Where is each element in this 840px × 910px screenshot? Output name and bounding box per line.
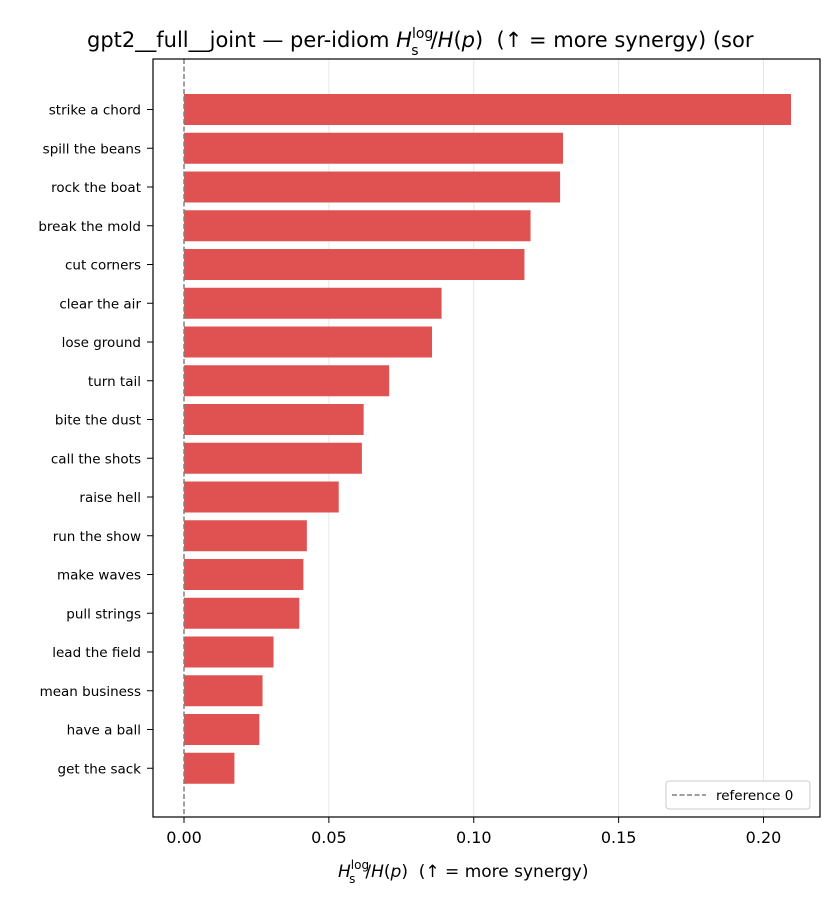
bar-series [184, 94, 792, 784]
category-label: strike a chord [49, 103, 141, 119]
title-math-H: H [396, 28, 412, 52]
xlabel-math-p-open: ( [384, 862, 391, 882]
legend: reference 0 [665, 780, 811, 810]
category-label: get the sack [58, 761, 142, 777]
bar [184, 326, 433, 358]
bar [184, 481, 339, 513]
x-tick-label: 0.05 [311, 828, 347, 847]
category-label: call the shots [51, 451, 141, 467]
category-label: cut corners [65, 258, 141, 274]
bar [184, 210, 531, 242]
bar [184, 171, 561, 203]
title-math-Hp: H [438, 28, 454, 52]
chart-title: gpt2__full__joint — per-idiom Hlog s/H(p)… [87, 26, 754, 59]
title-math-log: log [412, 26, 433, 42]
x-ticks: 0.00 0.05 0.10 0.15 0.20 [166, 817, 781, 847]
category-label: mean business [40, 684, 141, 700]
x-tick-label: 0.20 [746, 828, 782, 847]
title-suffix: (↑ = more synergy) (sor [483, 28, 754, 52]
bar [184, 132, 563, 164]
xlabel-suffix: (↑ = more synergy) [408, 862, 589, 882]
xlabel-math-p-close: ) [401, 862, 408, 882]
bar [184, 94, 792, 125]
xlabel-math-Hp: H [371, 862, 384, 882]
title-math-s: s [411, 43, 418, 59]
xlabel-math-p: p [390, 862, 402, 882]
title-math-p-close: ) [475, 28, 483, 52]
bar [184, 404, 364, 435]
category-label: rock the boat [51, 180, 141, 196]
bar [184, 597, 300, 629]
title-math-p-open: ( [453, 28, 461, 52]
bar [184, 675, 263, 707]
category-label: lose ground [62, 335, 141, 351]
category-label: lead the field [52, 645, 141, 661]
plot-frame [152, 58, 821, 818]
x-axis-label: Hlog s/H(p) (↑ = more synergy) [338, 858, 588, 886]
x-tick-label: 0.15 [601, 828, 637, 847]
bar [184, 287, 442, 319]
legend-box [665, 780, 811, 810]
bar [184, 559, 304, 590]
category-label: have a ball [67, 723, 141, 739]
xlabel-math-H: H [338, 862, 351, 882]
xlabel-math-s: s [349, 872, 355, 886]
bar [184, 714, 260, 745]
bar [184, 752, 235, 784]
category-label: clear the air [59, 296, 141, 312]
bar [184, 520, 307, 552]
category-label: break the mold [38, 219, 141, 235]
category-label: make waves [57, 568, 141, 584]
xlabel-math-over: / [365, 862, 371, 882]
title-math-p: p [461, 28, 475, 52]
legend-label: reference 0 [716, 788, 793, 804]
category-label: run the show [53, 529, 141, 545]
bar [184, 249, 525, 280]
category-label: spill the beans [43, 141, 141, 157]
bar [184, 636, 274, 668]
x-tick-label: 0.00 [166, 828, 202, 847]
title-math-over: / [431, 28, 439, 52]
bar [184, 365, 390, 397]
bar [184, 442, 362, 474]
y-tick-labels: strike a chord spill the beans rock the bo… [38, 103, 153, 777]
category-label: pull strings [66, 606, 141, 622]
xlabel-math-log: log [351, 858, 369, 872]
category-label: bite the dust [55, 413, 141, 429]
category-label: raise hell [79, 490, 141, 506]
title-prefix: gpt2__full__joint — per-idiom [87, 28, 396, 53]
category-label: turn tail [88, 374, 141, 390]
x-tick-label: 0.10 [456, 828, 492, 847]
